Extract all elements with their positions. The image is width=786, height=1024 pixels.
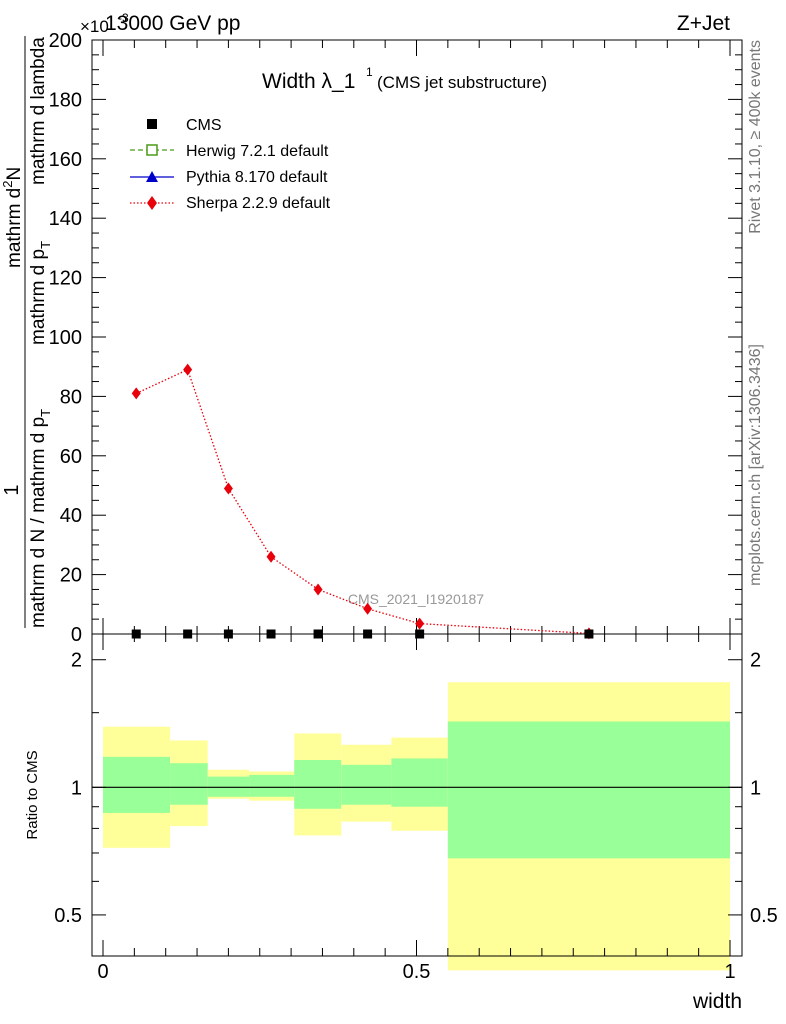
ylabel-numerator: mathrm d2N [0, 167, 25, 268]
main-y-tick-label: 180 [49, 89, 82, 111]
series-point-sherpa [313, 583, 323, 596]
ylabel-denominator-2: mathrm d pT [28, 241, 53, 345]
ratio-band-inner [447, 721, 730, 859]
title-sup: 1 [366, 65, 373, 79]
x-axis-label: width [692, 990, 742, 1013]
svg-text:mathrm d lambda: mathrm d lambda [28, 37, 49, 185]
x-tick-label: 0 [97, 961, 108, 983]
legend-marker-herwig [146, 144, 158, 156]
series-point-cms [313, 629, 323, 639]
legend-label-sherpa: Sherpa 2.2.9 default [186, 195, 331, 212]
main-y-tick-label: 80 [60, 386, 82, 408]
main-y-tick-label: 0 [71, 624, 82, 646]
series-point-sherpa [266, 550, 276, 563]
legend-label-herwig: Herwig 7.2.1 default [186, 143, 329, 160]
series-point-cms [131, 629, 141, 639]
legend: CMS Herwig 7.2.1 default Pythia 8.170 de… [130, 117, 331, 212]
series-point-cms [183, 629, 193, 639]
x-tick-label: 1 [724, 961, 735, 983]
ratio-band-inner [249, 774, 295, 797]
svg-text:mathrm d N / mathrm d pT: mathrm d N / mathrm d pT [28, 409, 53, 628]
ylabel-denominator: mathrm d N / mathrm d pT [28, 409, 53, 628]
main-y-tick-label: 100 [49, 327, 82, 349]
series-point-cms [223, 629, 233, 639]
ratio-y-tick-label-right: 1 [750, 777, 761, 799]
legend-marker-cms [147, 119, 157, 129]
series-layer [131, 363, 594, 640]
series-point-cms [415, 629, 425, 639]
series-point-cms [266, 629, 276, 639]
legend-entry-sherpa: Sherpa 2.2.9 default [130, 195, 331, 212]
mcplots-label: mcplots.cern.ch [arXiv:1306.3436] [747, 344, 764, 586]
ratio-band-inner [207, 776, 250, 797]
ratio-bands [103, 682, 730, 971]
svg-text:mathrm d pT: mathrm d pT [28, 241, 53, 345]
title-main: Width λ_1 [262, 70, 355, 93]
main-y-tick-label: 200 [49, 30, 82, 52]
main-axes: 0 20 40 60 80 100 120 140 160 180 200 [49, 30, 742, 646]
series-point-sherpa [415, 617, 425, 630]
ylabel-one: 1 [1, 484, 23, 495]
legend-label-cms: CMS [186, 117, 222, 134]
svg-text:mathrm d2N: mathrm d2N [0, 167, 25, 268]
legend-marker-pythia [146, 171, 158, 182]
analysis-watermark: CMS_2021_I1920187 [348, 591, 484, 607]
main-y-tick-label: 120 [49, 268, 82, 290]
series-point-sherpa [183, 363, 193, 376]
y-exponent: -3 [118, 11, 129, 25]
series-point-sherpa [131, 387, 141, 400]
y-exponent-label: ×10 [80, 17, 109, 36]
ratio-y-tick-label-right: 2 [750, 650, 761, 672]
series-point-sherpa [223, 482, 233, 495]
legend-entry-pythia: Pythia 8.170 default [130, 169, 328, 186]
plot-title: Width λ_1 1 (CMS jet substructure) [262, 65, 547, 93]
ratio-band-inner [341, 764, 392, 805]
ratio-band-inner [103, 756, 171, 813]
main-y-tick-label: 40 [60, 505, 82, 527]
title-note: (CMS jet substructure) [377, 73, 547, 92]
energy-label: 13000 GeV pp [105, 12, 240, 35]
main-y-tick-label: 140 [49, 208, 82, 230]
series-point-cms [363, 629, 373, 639]
main-y-tick-label: 20 [60, 565, 82, 587]
ylabel-tail: mathrm d lambda [28, 37, 49, 185]
ratio-band-inner [294, 760, 342, 809]
legend-label-pythia: Pythia 8.170 default [186, 169, 328, 186]
legend-entry-cms: CMS [147, 117, 222, 134]
ratio-y-axis-label: Ratio to CMS [24, 750, 41, 839]
ratio-band-inner [170, 763, 208, 805]
main-y-axis-label: 1 mathrm d N / mathrm d pT mathrm d pT m… [0, 36, 53, 628]
main-y-tick-label: 60 [60, 446, 82, 468]
ratio-y-tick-label: 0.5 [54, 905, 82, 927]
rivet-label: Rivet 3.1.10, ≥ 400k events [747, 40, 764, 234]
main-y-tick-label: 160 [49, 149, 82, 171]
ratio-band-inner [391, 758, 448, 807]
ratio-y-tick-label: 1 [71, 777, 82, 799]
series-point-cms [584, 629, 594, 639]
process-label: Z+Jet [677, 12, 730, 35]
ratio-axes: 0.5 0.5 1 1 2 2 0 0.5 1 [54, 634, 778, 983]
x-tick-label: 0.5 [403, 961, 431, 983]
ratio-y-tick-label: 2 [71, 650, 82, 672]
ratio-y-tick-label-right: 0.5 [750, 905, 778, 927]
legend-entry-herwig: Herwig 7.2.1 default [130, 143, 329, 160]
legend-marker-sherpa [147, 196, 157, 210]
series-point-sherpa [363, 602, 373, 615]
series-line-sherpa [135, 368, 589, 635]
